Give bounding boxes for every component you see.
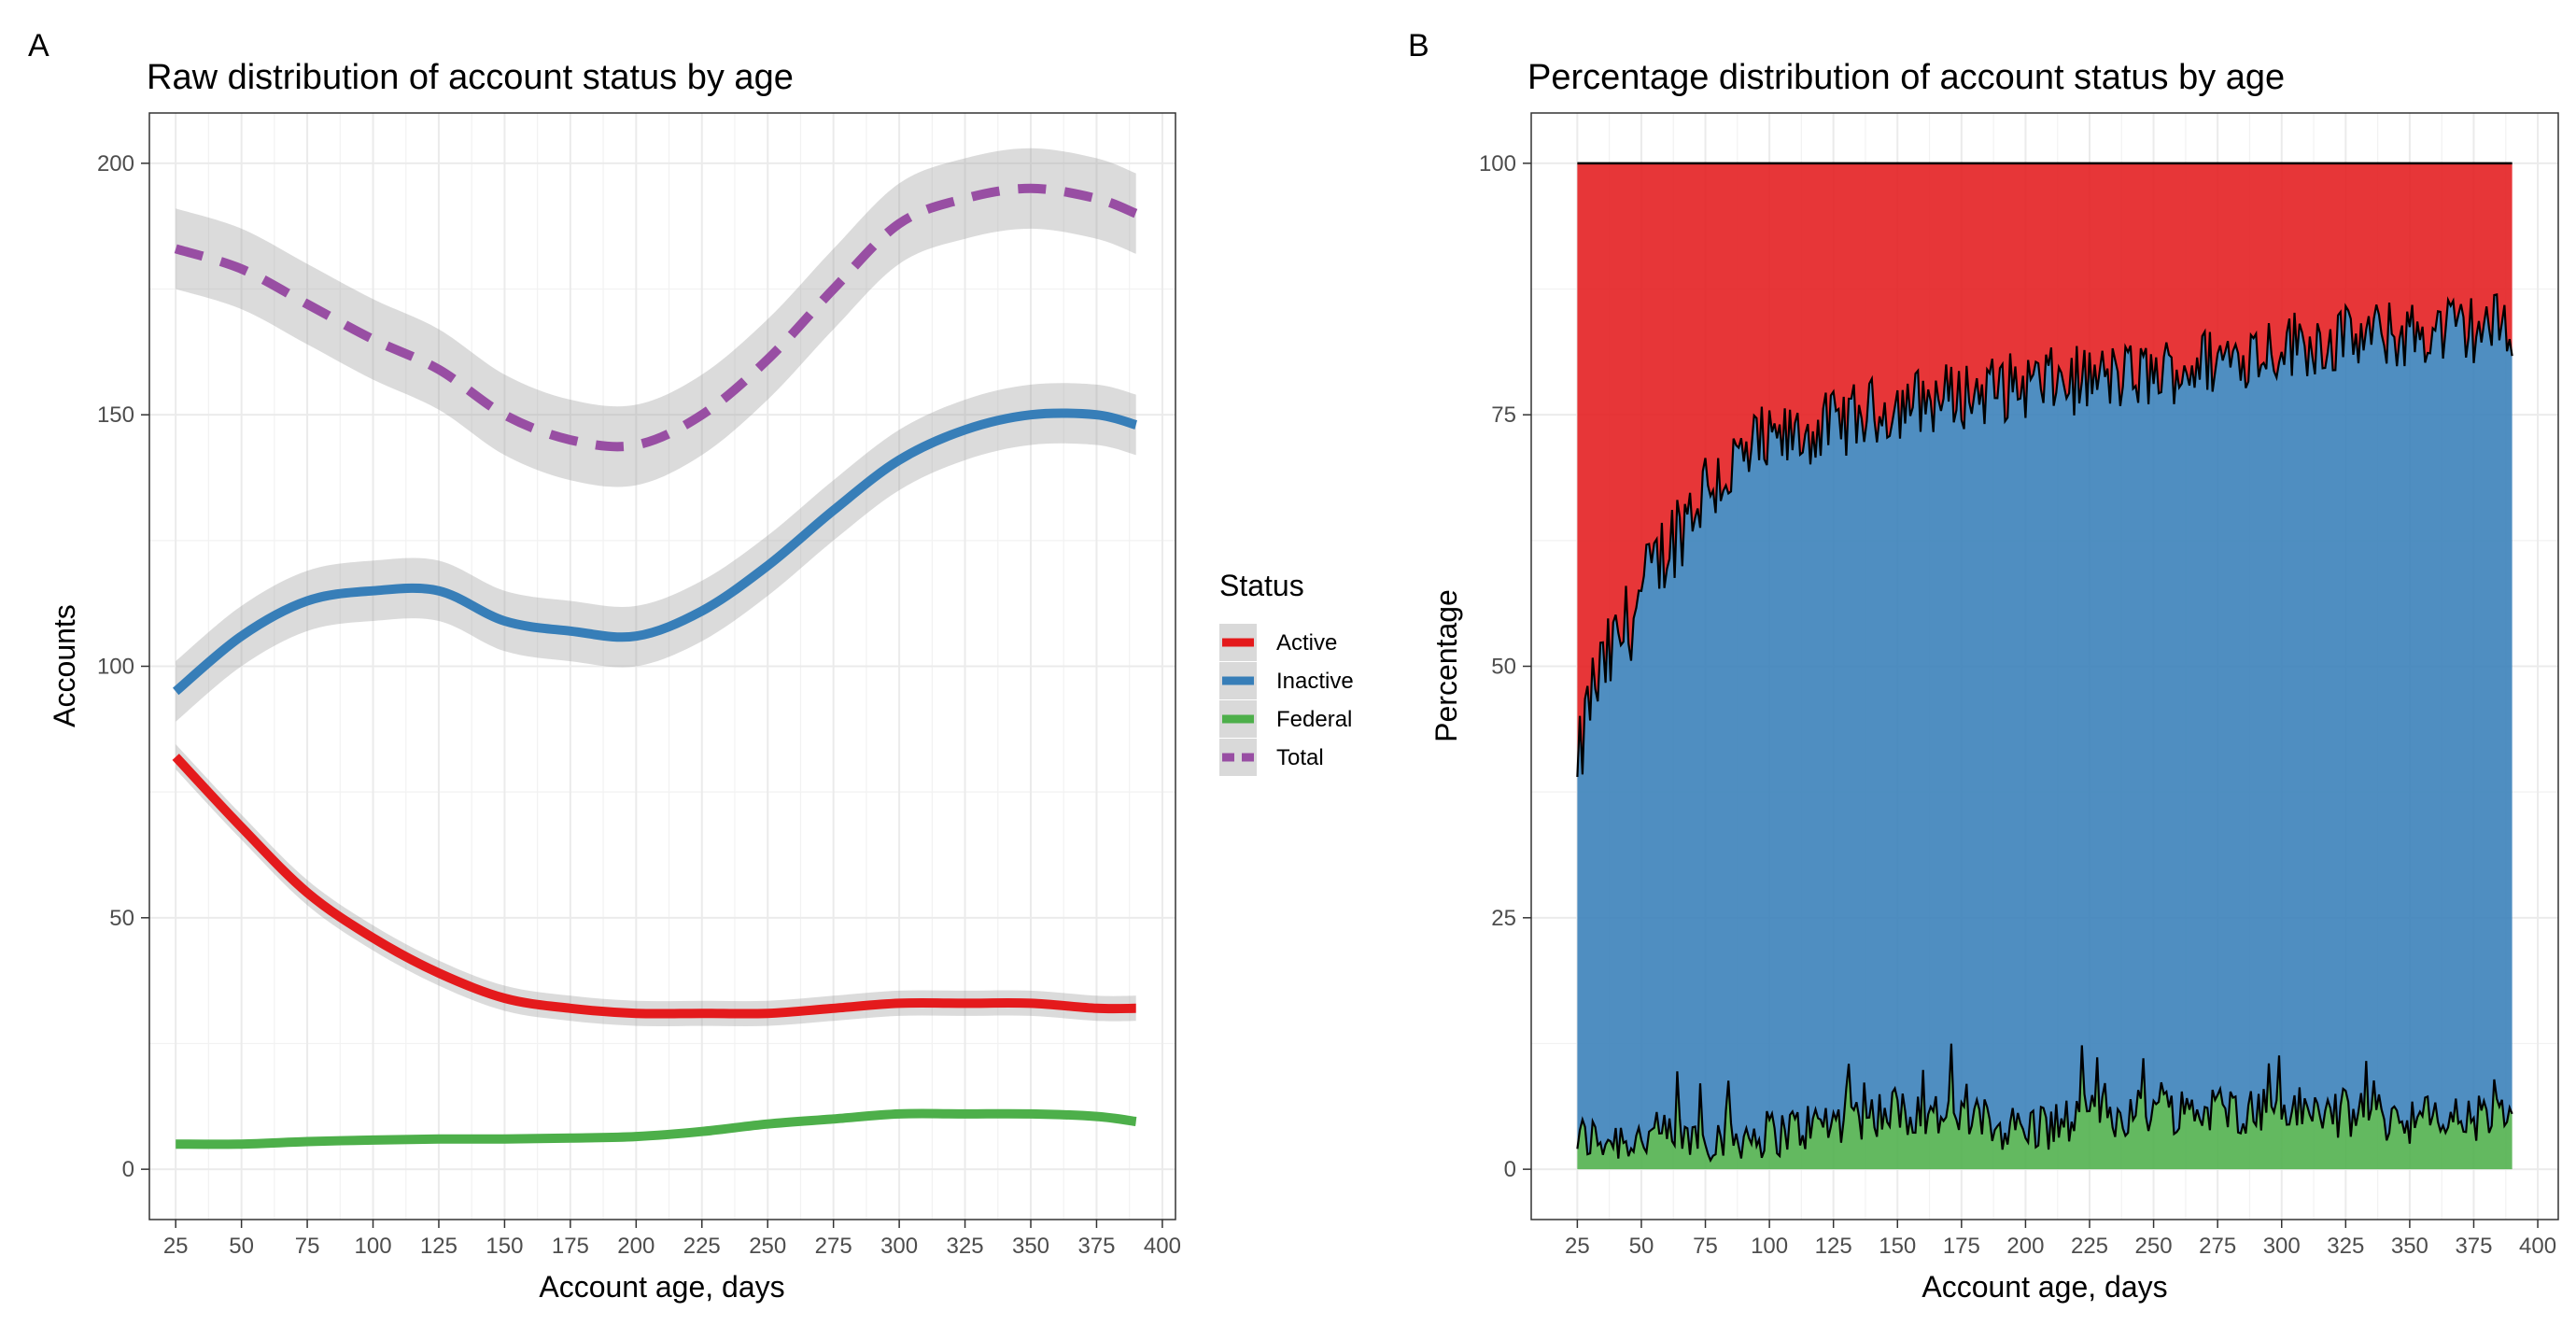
series-inactive-line xyxy=(172,408,1138,696)
panel-a-x-tick-label: 250 xyxy=(749,1234,786,1259)
panel-a-y-tick-label: 0 xyxy=(122,1157,134,1182)
panel-a-y-axis-title: Accounts xyxy=(48,604,81,727)
legend-label-active: Active xyxy=(1276,630,1337,656)
panel-b-x-tick-label: 75 xyxy=(1693,1234,1718,1259)
line-federal-upper-boundary xyxy=(1576,1043,2513,1164)
panel-b-x-tick-label: 325 xyxy=(2327,1234,2364,1259)
area-inactive xyxy=(1577,294,2513,1161)
panel-a-x-tick-label: 75 xyxy=(295,1234,320,1259)
panel-b-x-tick-label: 150 xyxy=(1879,1234,1916,1259)
panel-a-y-tick-label: 200 xyxy=(97,151,134,176)
panel-b-x-tick-label: 100 xyxy=(1751,1234,1788,1259)
legend: Status Active Inactive Federal Total xyxy=(1219,569,1354,776)
legend-item-federal: Federal xyxy=(1219,700,1352,738)
legend-item-total: Total xyxy=(1219,739,1324,776)
series-active-line xyxy=(172,754,1136,1019)
legend-label-total: Total xyxy=(1276,745,1324,770)
panel-a-x-tick-label: 175 xyxy=(552,1234,589,1259)
panel-b-x-tick-label: 175 xyxy=(1943,1234,1980,1259)
series-total-line xyxy=(174,183,1138,452)
panel-b-x-tick-label: 50 xyxy=(1629,1234,1654,1259)
panel-b-title: Percentage distribution of account statu… xyxy=(1527,58,2285,97)
panel-a-x-tick-label: 275 xyxy=(815,1234,852,1259)
series-federal-line xyxy=(176,1108,1137,1150)
panel-b-x-tick-label: 375 xyxy=(2455,1234,2492,1259)
line-inactive-upper-boundary xyxy=(1576,293,2513,778)
panel-a-title: Raw distribution of account status by ag… xyxy=(147,58,794,97)
panel-b-x-tick-label: 350 xyxy=(2391,1234,2428,1259)
panel-b-y-tick-label: 50 xyxy=(1491,655,1516,680)
panel-a-x-tick-label: 300 xyxy=(880,1234,918,1259)
panel-b-x-tick-label: 400 xyxy=(2519,1234,2556,1259)
panel-b-x-axis: 25 50 75 100 125 150 175 200 225 250 275 300 325 350 3… xyxy=(1565,1220,2556,1259)
legend-item-inactive: Inactive xyxy=(1219,662,1354,699)
panel-b-stacked-areas xyxy=(1576,162,2513,1170)
legend-entries: Active Inactive Federal Total xyxy=(1219,624,1354,776)
area-active xyxy=(1577,162,2513,777)
panel-b-letter: B xyxy=(1408,28,1429,63)
panel-a-letter: A xyxy=(28,28,49,63)
panel-a-x-tick-label: 200 xyxy=(617,1234,655,1259)
panel-a-x-tick-label: 225 xyxy=(683,1234,721,1259)
panel-b-x-tick-label: 25 xyxy=(1565,1234,1590,1259)
panel-b-x-tick-label: 300 xyxy=(2263,1234,2301,1259)
panel-a-x-tick-label: 325 xyxy=(947,1234,984,1259)
panel-a-y-tick-label: 100 xyxy=(97,655,134,680)
panel-a-chart: Raw distribution of account status by ag… xyxy=(48,58,1181,1304)
panel-a-series-lines xyxy=(172,183,1138,1150)
panel-a-x-tick-label: 25 xyxy=(163,1234,189,1259)
panel-b-y-axis-title: Percentage xyxy=(1429,589,1463,742)
panel-b-y-tick-label: 100 xyxy=(1479,151,1516,176)
legend-label-inactive: Inactive xyxy=(1276,669,1354,694)
legend-label-federal: Federal xyxy=(1276,707,1352,732)
series-active-confidence-band xyxy=(176,744,1136,1026)
panel-b-x-tick-label: 275 xyxy=(2199,1234,2236,1259)
panel-b-x-tick-label: 200 xyxy=(2006,1234,2044,1259)
panel-a-x-tick-label: 100 xyxy=(355,1234,392,1259)
series-total-confidence-band xyxy=(176,148,1136,487)
panel-b-y-tick-label: 0 xyxy=(1504,1157,1516,1182)
panel-a-x-tick-label: 375 xyxy=(1077,1234,1115,1259)
panel-b-chart: Percentage distribution of account statu… xyxy=(1429,58,2559,1304)
panel-a-y-axis: 0 50 100 150 200 xyxy=(97,151,149,1182)
panel-a-x-tick-label: 350 xyxy=(1012,1234,1049,1259)
panel-b-y-axis: 0 25 50 75 100 xyxy=(1479,151,1531,1182)
panel-a-x-tick-label: 50 xyxy=(229,1234,254,1259)
panel-a-x-tick-label: 150 xyxy=(486,1234,523,1259)
panel-b-x-axis-title: Account age, days xyxy=(1921,1270,2167,1304)
panel-a-x-tick-label: 125 xyxy=(420,1234,457,1259)
panel-b-x-tick-label: 225 xyxy=(2071,1234,2108,1259)
panel-b-x-tick-label: 125 xyxy=(1815,1234,1852,1259)
legend-item-active: Active xyxy=(1219,624,1337,661)
legend-title: Status xyxy=(1219,569,1304,602)
panel-b-y-tick-label: 75 xyxy=(1491,402,1516,428)
panel-b-y-tick-label: 25 xyxy=(1491,906,1516,931)
panel-b-x-tick-label: 250 xyxy=(2135,1234,2173,1259)
panel-a-y-tick-label: 150 xyxy=(97,402,134,428)
panel-a-x-axis: 25 50 75 100 125 150 175 200 225 250 275 300 325 350 3… xyxy=(163,1220,1181,1259)
panel-a-x-axis-title: Account age, days xyxy=(539,1270,784,1304)
panel-a-x-tick-label: 400 xyxy=(1144,1234,1181,1259)
panel-a-y-tick-label: 50 xyxy=(109,906,134,931)
